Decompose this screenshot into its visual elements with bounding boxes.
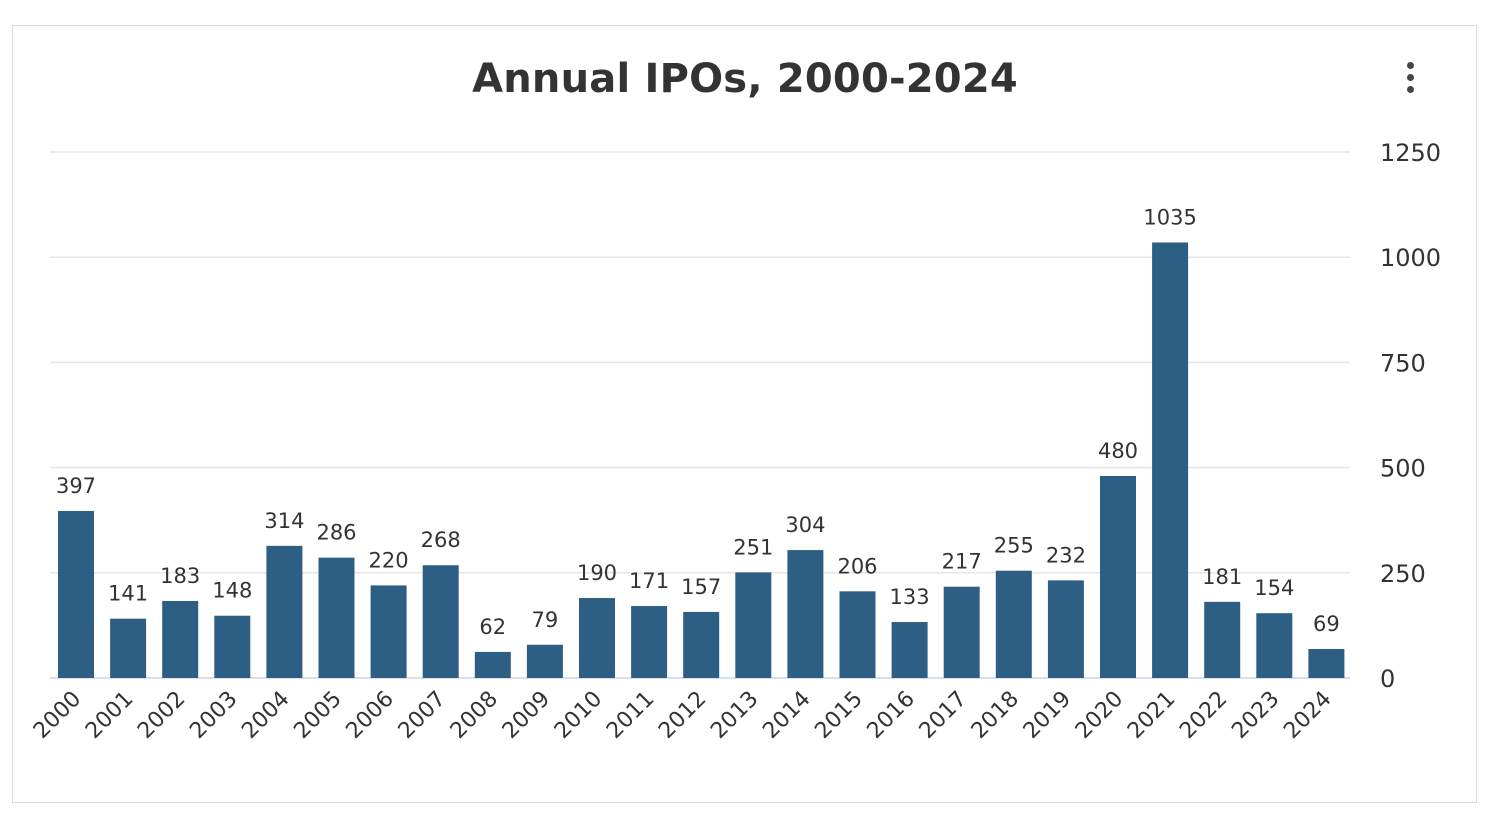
data-label: 171 <box>629 569 669 593</box>
y-tick-label: 1250 <box>1380 139 1441 167</box>
data-label: 217 <box>942 550 982 574</box>
bar[interactable] <box>318 557 355 678</box>
x-tick-label: 2006 <box>342 687 399 744</box>
x-tick-label: 2005 <box>289 687 346 744</box>
x-tick-label: 2002 <box>133 687 190 744</box>
data-label: 255 <box>994 534 1034 558</box>
chart-title: Annual IPOs, 2000-2024 <box>472 56 1018 102</box>
x-tick-label: 2013 <box>706 687 763 744</box>
x-tick-label: 2016 <box>863 687 920 744</box>
x-tick-label: 2024 <box>1279 687 1336 744</box>
data-label: 397 <box>56 474 96 498</box>
y-tick-label: 750 <box>1380 349 1426 377</box>
data-label: 141 <box>108 582 148 606</box>
x-tick-label: 2008 <box>446 687 503 744</box>
data-label: 304 <box>785 513 825 537</box>
bar[interactable] <box>422 565 459 678</box>
bar[interactable] <box>787 550 824 678</box>
x-tick-label: 2000 <box>29 687 86 744</box>
bar[interactable] <box>995 570 1032 678</box>
data-label: 220 <box>369 548 409 572</box>
bar[interactable] <box>266 545 303 678</box>
bar[interactable] <box>1256 613 1293 678</box>
bar[interactable] <box>526 644 563 678</box>
x-tick-label: 2007 <box>394 687 451 744</box>
x-tick-label: 2020 <box>1071 687 1128 744</box>
bar[interactable] <box>214 615 251 678</box>
x-tick-label: 2012 <box>654 687 711 744</box>
data-label: 314 <box>264 509 304 533</box>
bar[interactable] <box>1308 648 1345 678</box>
x-tick-label: 2001 <box>81 687 138 744</box>
data-label: 69 <box>1313 612 1340 636</box>
data-label: 1035 <box>1143 205 1196 229</box>
data-label: 157 <box>681 575 721 599</box>
bars <box>58 242 1345 679</box>
x-tick-label: 2017 <box>915 687 972 744</box>
bar[interactable] <box>579 598 615 678</box>
y-tick-label: 1000 <box>1380 244 1441 272</box>
data-label: 232 <box>1046 543 1086 567</box>
data-label: 62 <box>479 615 506 639</box>
x-tick-label: 2011 <box>602 687 659 744</box>
bar[interactable] <box>474 651 511 678</box>
data-label: 480 <box>1098 439 1138 463</box>
data-label: 206 <box>837 554 877 578</box>
x-tick-label: 2022 <box>1175 687 1232 744</box>
data-label: 183 <box>160 564 200 588</box>
y-tick-label: 250 <box>1380 560 1426 588</box>
bar[interactable] <box>1047 580 1084 678</box>
bar[interactable] <box>683 611 720 678</box>
bar[interactable] <box>891 622 928 678</box>
bar[interactable] <box>110 618 147 678</box>
x-tick-label: 2003 <box>185 687 242 744</box>
ellipsis-dot <box>1407 86 1414 93</box>
bar[interactable] <box>58 510 94 678</box>
data-label: 181 <box>1202 565 1242 589</box>
x-tick-label: 2014 <box>758 687 815 744</box>
x-tick-label: 2015 <box>810 687 867 744</box>
ellipsis-dot <box>1407 74 1414 81</box>
data-label: 268 <box>421 528 461 552</box>
bar[interactable] <box>1204 601 1241 678</box>
bar[interactable] <box>735 572 772 678</box>
vertical-ellipsis-icon <box>1407 62 1414 69</box>
x-tick-label: 2018 <box>967 687 1024 744</box>
y-tick-label: 0 <box>1380 665 1395 693</box>
bar[interactable] <box>1152 242 1189 679</box>
x-tick-label: 2023 <box>1227 687 1284 744</box>
x-tick-label: 2004 <box>237 687 294 744</box>
data-label: 286 <box>316 521 356 545</box>
x-tick-label: 2021 <box>1123 687 1180 744</box>
y-axis: 0 250 500 750 1000 1250 <box>1380 139 1441 693</box>
y-tick-label: 500 <box>1380 455 1426 483</box>
bar[interactable] <box>370 585 407 678</box>
bar[interactable] <box>839 591 876 678</box>
data-label: 251 <box>733 535 773 559</box>
data-label: 148 <box>212 579 252 603</box>
bar[interactable] <box>943 586 980 678</box>
data-label: 133 <box>890 585 930 609</box>
bar[interactable] <box>162 600 199 678</box>
x-axis: 2000200120022003200420052006200720082009… <box>29 687 1337 744</box>
bar[interactable] <box>631 606 668 678</box>
bar[interactable] <box>1100 476 1136 678</box>
data-label: 190 <box>577 561 617 585</box>
data-label: 154 <box>1254 576 1294 600</box>
x-tick-label: 2019 <box>1019 687 1076 744</box>
x-tick-label: 2010 <box>550 687 607 744</box>
x-tick-label: 2009 <box>498 687 555 744</box>
chart-menu-button[interactable] <box>1394 58 1428 98</box>
data-labels: 397 141 183 148 314 286 220 268 62 79 190 171 157 251… <box>56 205 1340 638</box>
data-label: 79 <box>532 608 559 632</box>
